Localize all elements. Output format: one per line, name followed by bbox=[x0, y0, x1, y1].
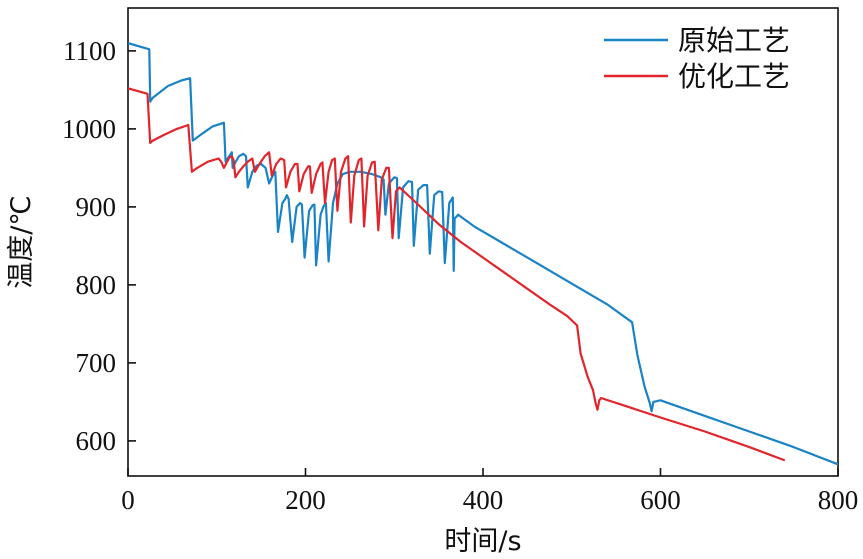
x-tick-label: 200 bbox=[285, 485, 326, 515]
y-axis-title: 温度/℃ bbox=[6, 195, 37, 288]
y-tick-label: 1100 bbox=[63, 36, 116, 66]
legend-label-0: 原始工艺 bbox=[678, 24, 790, 57]
y-axis-ticks: 600 700 800 900 1000 1100 bbox=[62, 36, 136, 456]
y-tick-label: 600 bbox=[76, 426, 117, 456]
y-tick-label: 900 bbox=[76, 192, 117, 222]
x-axis-ticks: 0 200 400 600 800 bbox=[121, 468, 858, 515]
x-tick-label: 800 bbox=[818, 485, 859, 515]
legend-label-1: 优化工艺 bbox=[678, 60, 790, 93]
y-tick-label: 800 bbox=[76, 270, 117, 300]
x-axis-title: 时间/s bbox=[444, 526, 521, 557]
x-tick-label: 400 bbox=[463, 485, 504, 515]
series-line-1 bbox=[128, 87, 786, 462]
y-tick-label: 1000 bbox=[62, 114, 116, 144]
x-tick-label: 0 bbox=[121, 485, 135, 515]
series-line-0 bbox=[128, 42, 838, 466]
series-layer bbox=[128, 42, 838, 466]
y-tick-label: 700 bbox=[76, 348, 117, 378]
x-tick-label: 600 bbox=[640, 485, 681, 515]
